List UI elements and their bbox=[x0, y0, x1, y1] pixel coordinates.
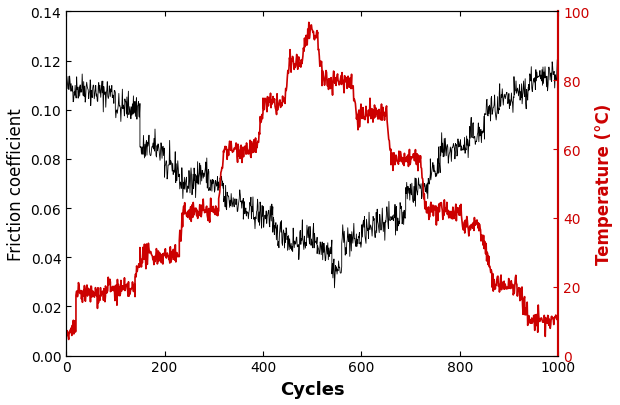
Y-axis label: Temperature (°C): Temperature (°C) bbox=[595, 104, 613, 264]
X-axis label: Cycles: Cycles bbox=[280, 380, 345, 398]
Y-axis label: Friction coefficient: Friction coefficient bbox=[7, 108, 25, 260]
